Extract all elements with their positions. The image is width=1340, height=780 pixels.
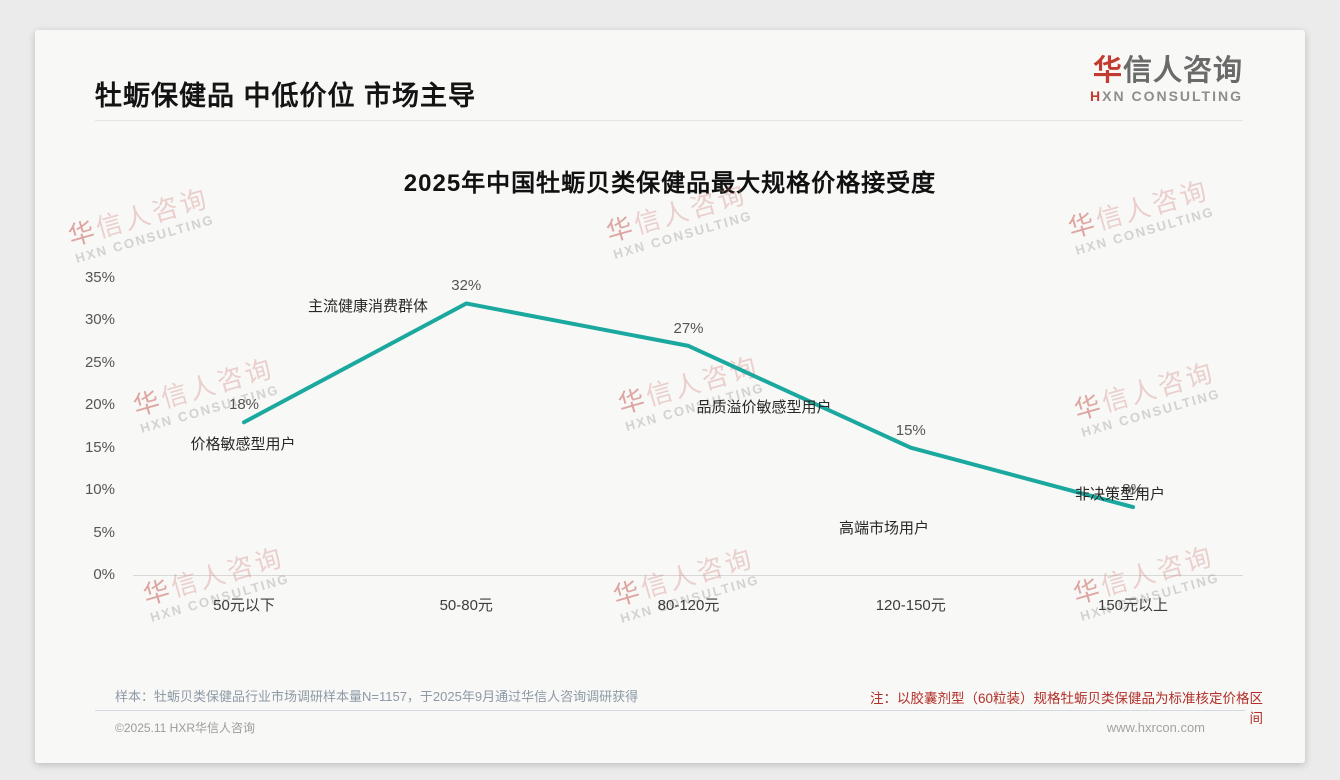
watermark-en-text: HXN CONSULTING [611,207,755,262]
logo-en: HXN CONSULTING [1090,87,1243,104]
footer-divider [95,710,1245,711]
x-axis-label: 50元以下 [213,597,275,614]
x-axis-label: 150元以上 [1097,597,1169,614]
report-card: 华信人咨询 HXN CONSULTING 华信人咨询 HXN CONSULTIN… [35,30,1305,763]
watermark: 华信人咨询 HXN CONSULTING [128,348,281,436]
y-axis-tick: 0% [93,566,115,583]
x-axis-label: 50-80元 [439,597,493,614]
page-title: 牡蛎保健品 中低价位 市场主导 [95,81,477,111]
watermark-en-text: HXN CONSULTING [73,211,217,266]
data-point-value: 27% [673,319,704,337]
x-axis-label: 120-150元 [875,597,946,614]
line-chart [242,301,1135,510]
logo-en-first-char: H [1090,87,1103,104]
data-point-value: 32% [451,277,482,295]
annotation-quality-premium: 品质溢价敏感型用户 [696,399,832,416]
x-axis-line [133,575,1243,576]
logo-cn: 华信人咨询 [1090,55,1243,88]
x-axis-label: 80-120元 [657,597,720,614]
y-axis-tick: 15% [84,438,115,456]
watermark-en-text: HXN CONSULTING [138,381,282,436]
y-axis-tick: 20% [84,396,115,414]
watermark-en-text: HXN CONSULTING [1079,385,1223,440]
logo-cn-rest: 信人咨询 [1122,55,1243,87]
annotation-non-decision: 非决策型用户 [1074,486,1166,503]
y-axis-tick: 25% [84,353,115,371]
watermark-cn-text: 华信人咨询 [1070,356,1219,426]
y-axis-tick: 5% [93,523,115,541]
company-logo: 华信人咨询 HXN CONSULTING [1090,55,1243,104]
price-standard-note: 注：以胶囊剂型（60粒装）规格牡蛎贝类保健品为标准核定价格区间 [869,691,1263,726]
data-point-value: 18% [228,396,260,414]
watermark-en-text: HXN CONSULTING [1073,203,1217,258]
y-axis-tick: 10% [84,481,115,499]
header-divider [95,120,1243,121]
y-axis-tick: 30% [84,311,115,329]
annotation-price-sensitive: 价格敏感型用户 [190,436,296,453]
y-axis-tick: 35% [84,269,115,286]
copyright-text: ©2025.11 HXR华信人咨询 [115,721,255,735]
watermark: 华信人咨询 HXN CONSULTING [613,346,766,434]
logo-en-rest: XN CONSULTING [1102,87,1243,104]
annotation-highend-market: 高端市场用户 [838,520,930,537]
website-url: www.hxrcon.com [1106,720,1205,735]
logo-cn-first-char: 华 [1092,55,1123,87]
chart-title: 2025年中国牡蛎贝类保健品最大规格价格接受度 [403,170,937,197]
data-point-value: 15% [895,421,926,439]
watermark: 华信人咨询 HXN CONSULTING [1069,352,1222,440]
annotation-mainstream-health: 主流健康消费群体 [307,298,429,315]
sample-note: 样本：牡蛎贝类保健品行业市场调研样本量N=1157，于2025年9月通过华信人咨… [115,689,639,704]
